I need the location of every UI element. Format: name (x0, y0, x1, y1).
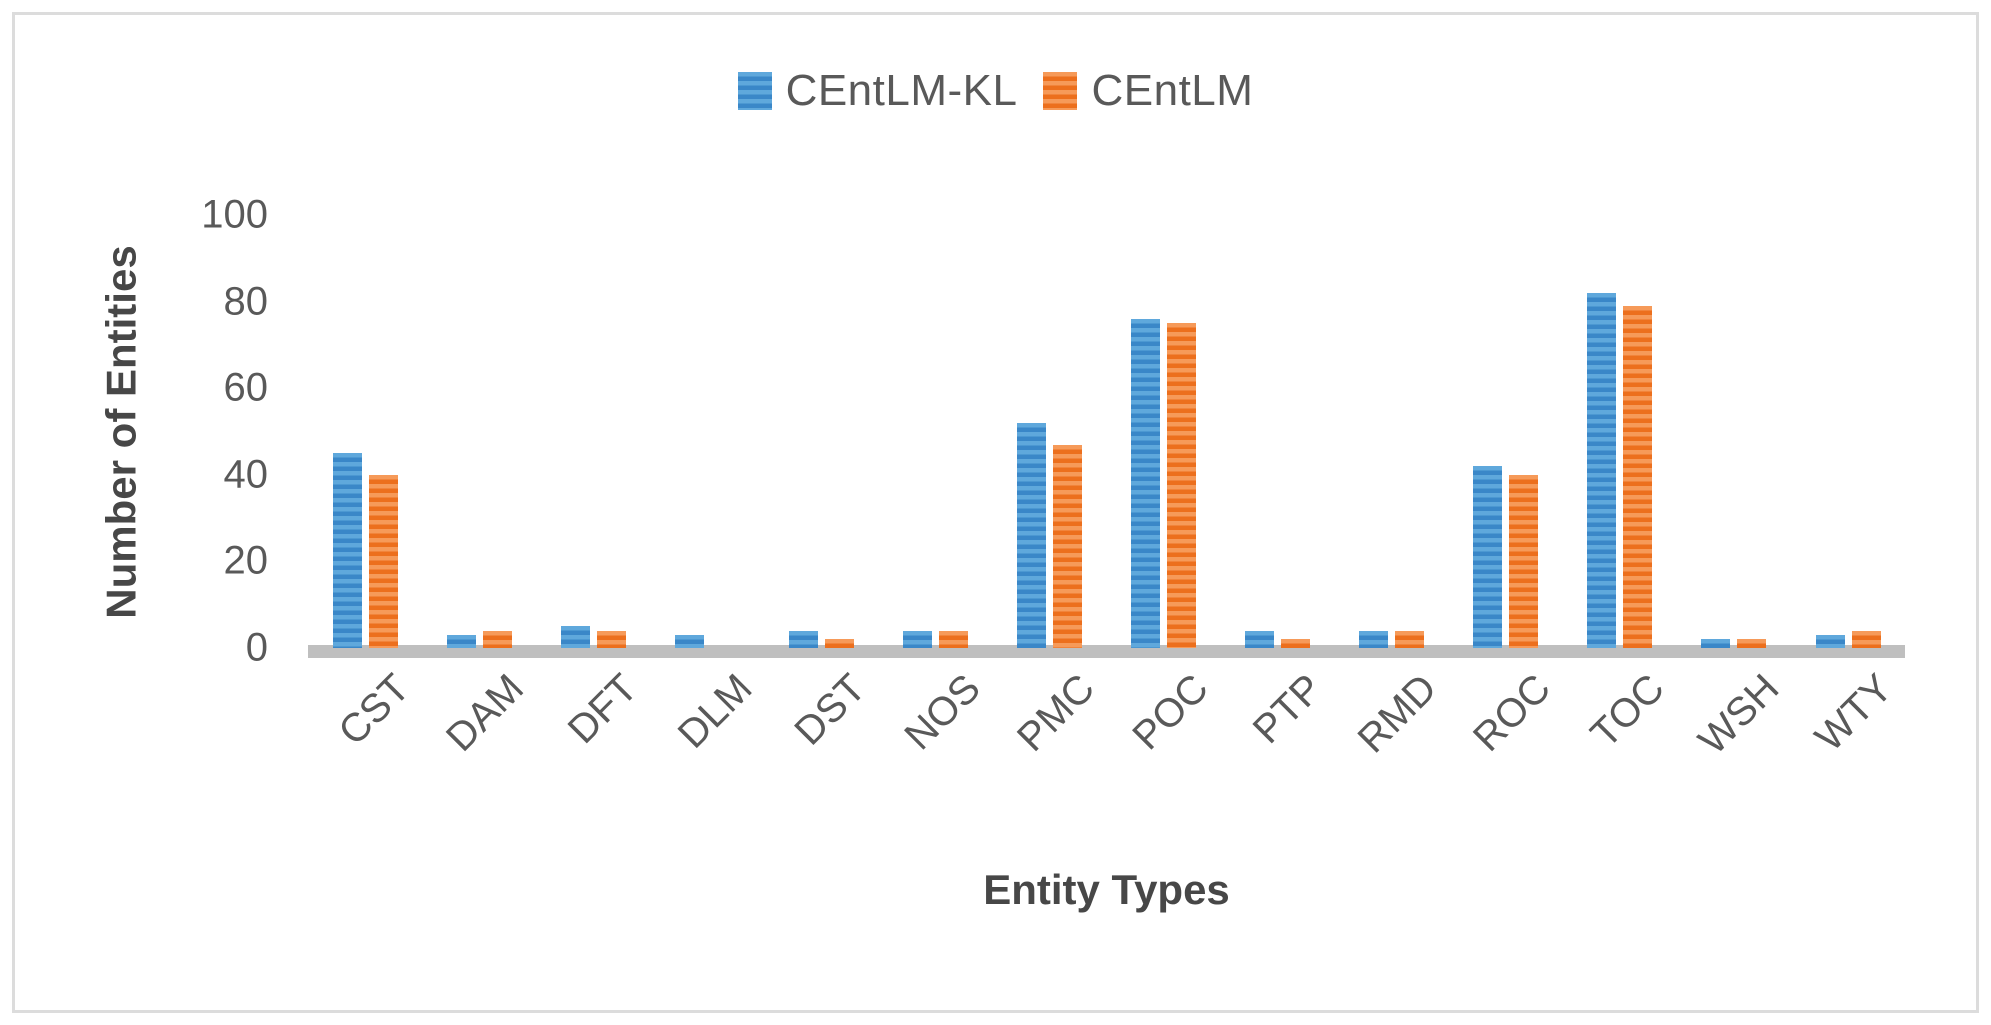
x-tick-cell-cst: CST (308, 662, 422, 832)
y-tick-label: 0 (245, 625, 268, 670)
bar-centlm-kl-roc (1473, 466, 1503, 648)
x-tick-label: PTP (1244, 666, 1331, 753)
bar-centlm-wty (1851, 630, 1881, 648)
bar-centlm-nos (938, 630, 968, 648)
x-tick-label: PMC (1008, 666, 1103, 760)
bar-centlm-poc (1167, 323, 1197, 648)
legend-swatch-centlm-kl (737, 72, 772, 110)
bar-centlm-cst (368, 474, 398, 648)
x-tick-cell-nos: NOS (878, 662, 992, 832)
x-axis-title: Entity Types (983, 866, 1230, 913)
bar-group-wsh (1677, 639, 1791, 648)
bar-centlm-pmc (1053, 444, 1082, 648)
x-tick-label: ROC (1464, 666, 1559, 760)
bar-group-ptp (1221, 630, 1335, 648)
bar-centlm-toc (1623, 305, 1653, 648)
x-axis-line (308, 645, 1905, 658)
x-tick-label: DLM (669, 666, 761, 757)
y-tick-label: 60 (223, 365, 269, 410)
x-tick-cell-toc: TOC (1563, 662, 1677, 832)
x-tick-cell-dam: DAM (422, 662, 536, 832)
x-tick-label: NOS (896, 666, 989, 759)
x-tick-cell-pmc: PMC (992, 662, 1106, 832)
y-tick-label: 20 (223, 538, 269, 583)
bar-centlm-dft (596, 630, 626, 648)
bar-centlm-rmd (1395, 630, 1425, 648)
bar-group-wty (1791, 630, 1905, 648)
x-tick-cell-dst: DST (764, 662, 878, 832)
x-tick-label: POC (1124, 666, 1217, 759)
bar-group-dlm (650, 635, 764, 648)
bar-group-dam (422, 630, 536, 648)
legend-swatch-centlm (1043, 72, 1078, 110)
x-tick-label: CST (330, 666, 419, 754)
bar-group-poc (1107, 318, 1221, 648)
x-tick-cell-roc: ROC (1449, 662, 1563, 832)
x-tick-label: WSH (1689, 666, 1788, 764)
bar-centlm-kl-ptp (1245, 630, 1275, 648)
x-tick-cell-dlm: DLM (650, 662, 764, 832)
x-tick-label: RMD (1349, 666, 1445, 762)
bar-centlm-kl-nos (902, 630, 932, 648)
legend-item-centlm: CEntLM (1043, 66, 1253, 116)
bar-centlm-kl-rmd (1359, 630, 1389, 648)
bar-group-toc (1563, 292, 1677, 648)
bars-container (308, 215, 1905, 648)
bar-centlm-kl-poc (1131, 318, 1161, 648)
y-tick-label: 80 (223, 279, 269, 324)
x-tick-label: WTY (1807, 666, 1902, 760)
bar-centlm-kl-cst (332, 453, 362, 648)
bar-group-pmc (992, 422, 1106, 648)
bar-centlm-kl-dft (560, 626, 590, 648)
bar-centlm-kl-wty (1815, 635, 1845, 648)
x-tick-label: TOC (1582, 666, 1674, 757)
legend-label: CEntLM-KL (785, 66, 1018, 115)
x-tick-cell-wty: WTY (1791, 662, 1905, 832)
x-tick-cell-poc: POC (1107, 662, 1221, 832)
bar-centlm-kl-dst (788, 630, 818, 648)
bar-group-dst (764, 630, 878, 648)
bar-group-roc (1449, 466, 1563, 648)
bar-centlm-kl-pmc (1017, 422, 1046, 648)
x-tick-label: DFT (560, 666, 647, 753)
x-tick-label: DAM (438, 666, 533, 760)
y-axis-ticks: 0 20 40 60 80 100 (0, 193, 269, 670)
bar-group-cst (308, 453, 422, 648)
x-tick-cell-dft: DFT (536, 662, 650, 832)
x-tick-cell-wsh: WSH (1677, 662, 1791, 832)
legend-item-centlm-kl: CEntLM-KL (737, 66, 1018, 116)
bar-group-dft (536, 626, 650, 648)
bar-centlm-kl-toc (1587, 292, 1617, 648)
bar-centlm-kl-dam (446, 635, 476, 648)
bar-centlm-kl-dlm (674, 635, 704, 648)
bar-centlm-roc (1509, 474, 1539, 648)
legend: CEntLM-KL CEntLM (0, 66, 1991, 116)
x-axis-ticks: CST DAM DFT DLM DST NOS PMC POC PTP RMD ROC TOC WSH W… (308, 662, 1905, 832)
x-tick-cell-ptp: PTP (1221, 662, 1335, 832)
bar-centlm-kl-wsh (1701, 639, 1731, 648)
bar-centlm-dam (482, 630, 512, 648)
bar-group-rmd (1335, 630, 1449, 648)
y-tick-label: 100 (201, 192, 268, 237)
bar-centlm-wsh (1737, 639, 1767, 648)
x-tick-cell-rmd: RMD (1335, 662, 1449, 832)
legend-label: CEntLM (1091, 66, 1254, 115)
bar-centlm-ptp (1281, 639, 1311, 648)
bar-group-nos (878, 630, 992, 648)
bar-centlm-dst (824, 639, 854, 648)
x-tick-label: DST (786, 666, 875, 754)
plot-area (308, 215, 1905, 658)
y-tick-label: 40 (223, 452, 269, 497)
